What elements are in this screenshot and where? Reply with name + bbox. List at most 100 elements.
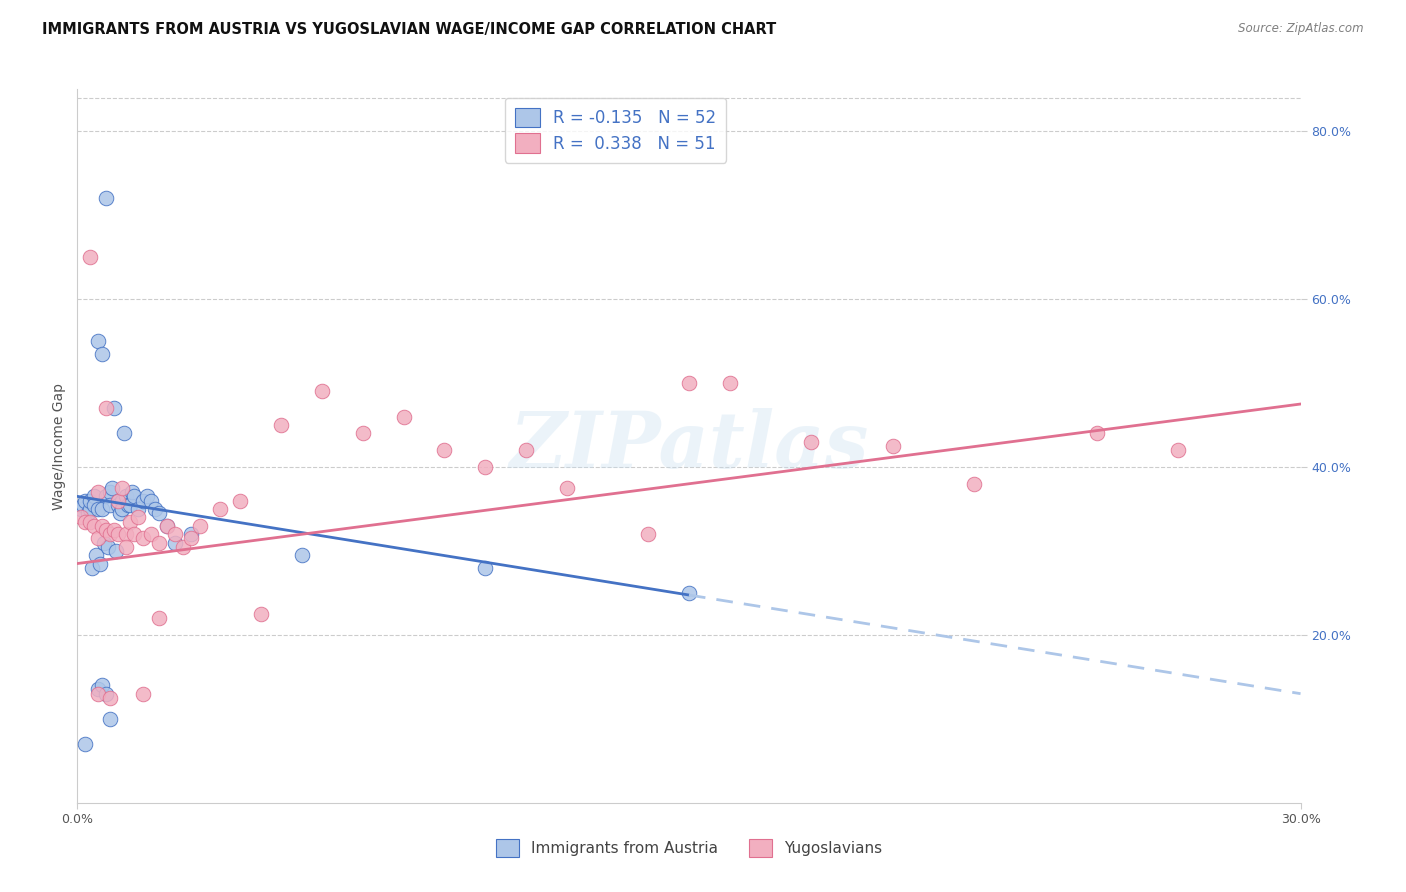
Point — [112, 426, 135, 441]
Point — [89, 557, 111, 571]
Point — [139, 527, 162, 541]
Point — [165, 527, 187, 541]
Point — [515, 443, 537, 458]
Point — [131, 687, 153, 701]
Point — [79, 515, 101, 529]
Point — [882, 439, 904, 453]
Point — [87, 334, 110, 348]
Point — [143, 502, 166, 516]
Point — [75, 493, 97, 508]
Point — [107, 498, 129, 512]
Point — [83, 489, 105, 503]
Point — [97, 540, 120, 554]
Point — [678, 376, 700, 390]
Point — [76, 506, 98, 520]
Point — [105, 544, 128, 558]
Point — [250, 607, 273, 621]
Point — [103, 523, 125, 537]
Point — [678, 586, 700, 600]
Point — [115, 527, 138, 541]
Point — [111, 481, 134, 495]
Point — [180, 532, 202, 546]
Y-axis label: Wage/Income Gap: Wage/Income Gap — [52, 383, 66, 509]
Point — [433, 443, 456, 458]
Point — [98, 527, 121, 541]
Point — [474, 460, 496, 475]
Point — [148, 506, 170, 520]
Point — [70, 502, 93, 516]
Point — [84, 548, 107, 562]
Point — [80, 560, 103, 574]
Point — [87, 485, 110, 500]
Point — [148, 611, 170, 625]
Point — [637, 527, 659, 541]
Point — [98, 498, 121, 512]
Point — [72, 498, 94, 512]
Point — [108, 506, 131, 520]
Point — [101, 481, 124, 495]
Point — [124, 527, 146, 541]
Point — [107, 493, 129, 508]
Point — [352, 426, 374, 441]
Point — [311, 384, 333, 399]
Point — [90, 502, 112, 516]
Point — [188, 518, 211, 533]
Point — [156, 518, 179, 533]
Point — [79, 502, 101, 516]
Point — [94, 191, 117, 205]
Point — [115, 540, 138, 554]
Point — [94, 523, 117, 537]
Point — [83, 518, 105, 533]
Legend: Immigrants from Austria, Yugoslavians: Immigrants from Austria, Yugoslavians — [489, 833, 889, 863]
Point — [83, 498, 105, 512]
Text: IMMIGRANTS FROM AUSTRIA VS YUGOSLAVIAN WAGE/INCOME GAP CORRELATION CHART: IMMIGRANTS FROM AUSTRIA VS YUGOSLAVIAN W… — [42, 22, 776, 37]
Point — [70, 510, 93, 524]
Point — [75, 515, 97, 529]
Point — [107, 493, 129, 508]
Point — [180, 527, 202, 541]
Point — [93, 535, 115, 549]
Point — [555, 481, 578, 495]
Point — [87, 532, 110, 546]
Point — [209, 502, 232, 516]
Point — [172, 540, 194, 554]
Point — [131, 493, 153, 508]
Point — [90, 346, 112, 360]
Point — [1167, 443, 1189, 458]
Point — [117, 498, 139, 512]
Point — [128, 510, 150, 524]
Point — [111, 493, 134, 508]
Point — [135, 489, 157, 503]
Point — [107, 527, 129, 541]
Point — [474, 560, 496, 574]
Point — [120, 498, 142, 512]
Point — [963, 476, 986, 491]
Point — [718, 376, 741, 390]
Point — [128, 502, 150, 516]
Point — [392, 409, 415, 424]
Point — [291, 548, 314, 562]
Text: Source: ZipAtlas.com: Source: ZipAtlas.com — [1239, 22, 1364, 36]
Point — [148, 535, 170, 549]
Point — [87, 682, 110, 697]
Point — [90, 518, 112, 533]
Point — [94, 489, 117, 503]
Point — [79, 250, 101, 264]
Point — [87, 502, 110, 516]
Text: ZIPatlas: ZIPatlas — [509, 408, 869, 484]
Point — [98, 690, 121, 705]
Point — [90, 678, 112, 692]
Point — [131, 532, 153, 546]
Point — [165, 535, 187, 549]
Point — [120, 515, 142, 529]
Point — [124, 489, 146, 503]
Point — [94, 401, 117, 416]
Point — [156, 518, 179, 533]
Point — [103, 401, 125, 416]
Point — [79, 493, 101, 508]
Point — [139, 493, 162, 508]
Point — [115, 489, 138, 503]
Point — [98, 712, 121, 726]
Point — [800, 434, 823, 449]
Point — [87, 687, 110, 701]
